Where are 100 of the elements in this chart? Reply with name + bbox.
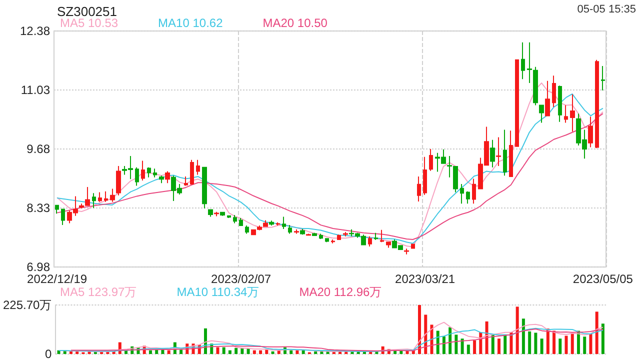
x-tick-label: 2023/05/05: [572, 272, 634, 286]
bar: [290, 350, 293, 354]
y-tick-label: 8.33: [26, 201, 50, 215]
candlestick: [239, 218, 243, 226]
bar: [510, 332, 513, 354]
bar: [240, 348, 244, 354]
bar: [418, 305, 422, 354]
y-tick-label: 12.38: [20, 24, 50, 38]
y-tick-label: 9.68: [26, 142, 50, 156]
bar: [534, 332, 538, 354]
bar: [540, 338, 544, 354]
candlestick: [98, 192, 102, 202]
candlestick: [220, 211, 225, 216]
bar: [296, 350, 299, 354]
candlestick: [306, 233, 311, 236]
bar: [589, 334, 592, 354]
candlestick: [312, 232, 317, 236]
bar: [460, 338, 464, 354]
bar: [234, 348, 238, 354]
bar: [491, 334, 494, 354]
candlestick: [269, 220, 274, 226]
candlestick: [331, 238, 335, 244]
candlestick: [460, 183, 464, 204]
bar: [271, 351, 274, 354]
candlestick: [202, 166, 207, 209]
candlestick: [325, 238, 329, 243]
bar: [601, 324, 604, 354]
candlestick: [165, 170, 170, 184]
text: MA5 123.97万: [60, 285, 137, 299]
candlestick: [294, 228, 299, 234]
x-tick-label: 2023/03/21: [395, 272, 456, 286]
candlestick: [184, 176, 188, 186]
text: MA10 110.34万: [176, 285, 260, 299]
bar: [442, 336, 446, 354]
bar: [546, 328, 550, 354]
bar: [252, 350, 256, 354]
candlestick: [417, 176, 421, 202]
bar: [583, 336, 586, 354]
bar: [167, 350, 170, 354]
bar: [228, 350, 232, 354]
bar: [454, 334, 458, 354]
candlestick: [527, 42, 532, 84]
candlestick: [208, 208, 213, 218]
candlestick: [288, 224, 292, 234]
candlestick: [159, 175, 164, 184]
candlestick: [411, 244, 415, 249]
bar: [504, 334, 507, 354]
bar: [222, 347, 226, 354]
candlestick: [368, 236, 372, 247]
x-tick-label: 2023/02/07: [211, 272, 272, 286]
y-tick-label: 0: [45, 347, 52, 360]
candlestick: [490, 139, 495, 168]
bar: [522, 318, 525, 354]
candlestick: [190, 159, 194, 184]
bar: [69, 351, 72, 354]
candlestick: [386, 242, 391, 248]
bar: [246, 348, 250, 354]
y-tick-label: 11.03: [20, 83, 50, 97]
candlestick: [533, 66, 538, 106]
candlestick: [245, 224, 249, 234]
bar: [473, 340, 476, 354]
bar: [564, 336, 568, 354]
y-tick-label: 225.70万: [3, 298, 52, 312]
text: MA20 112.96万: [299, 285, 382, 299]
candlestick: [423, 156, 427, 196]
candlestick: [588, 116, 593, 148]
candlestick: [404, 248, 409, 255]
candlestick: [343, 232, 348, 237]
candlestick: [466, 190, 470, 204]
candlestick: [104, 190, 108, 202]
candlestick: [135, 166, 139, 186]
candlestick: [319, 233, 323, 240]
candlestick: [545, 80, 550, 116]
candlestick: [552, 75, 556, 108]
candlestick: [196, 159, 200, 176]
bar: [314, 351, 318, 354]
candlestick: [55, 204, 59, 214]
text: MA5 10.53: [60, 16, 118, 30]
candlestick: [153, 168, 157, 178]
candlestick: [300, 228, 305, 236]
candlestick: [141, 160, 145, 181]
bar: [528, 331, 532, 354]
text: 05-05 15:35: [577, 4, 636, 16]
bar: [302, 350, 305, 354]
candlestick: [570, 94, 575, 132]
bar: [259, 350, 262, 354]
candlestick: [472, 178, 476, 204]
bar: [552, 330, 556, 354]
candlestick: [521, 42, 525, 80]
candlestick: [564, 104, 568, 124]
bar: [570, 332, 574, 354]
candlestick: [337, 234, 341, 240]
candlestick: [61, 208, 65, 226]
candlestick: [595, 59, 599, 149]
bar: [498, 338, 500, 354]
line-series: [56, 113, 604, 240]
x-tick-label: 2022/12/19: [27, 272, 88, 286]
candlestick: [116, 166, 121, 196]
candlestick: [92, 192, 96, 208]
bar: [595, 312, 598, 354]
